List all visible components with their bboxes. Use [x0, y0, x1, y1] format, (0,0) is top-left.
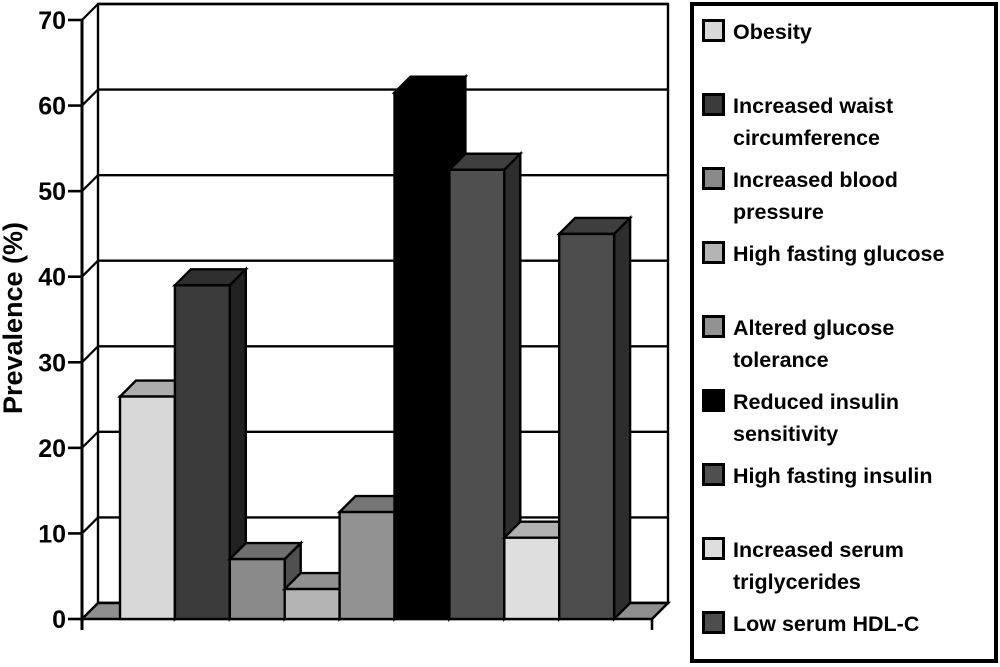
bar-front-increased-blood-pressure	[228, 557, 286, 621]
legend-item-low-serum-hdl-c: Low serum HDL-C	[702, 608, 919, 640]
y-tick-label-20: 20	[38, 435, 66, 463]
bar-front-reduced-insulin-sensitivity	[393, 91, 451, 621]
legend-item-reduced-insulin-sensitivity: Reduced insulin sensitivity	[702, 386, 899, 450]
y-tick-connector-60	[81, 88, 99, 107]
y-tick-connector-40	[81, 259, 99, 278]
legend-label-low-serum-hdl-c: Low serum HDL-C	[733, 612, 920, 636]
y-axis-title: Prevalence (%)	[0, 222, 28, 414]
legend-label-increased-blood-pressure: Increased blood pressure	[733, 168, 898, 224]
y-tick-connector-50	[81, 174, 99, 192]
legend-item-high-fasting-glucose: High fasting glucose	[702, 238, 944, 270]
y-tick-label-30: 30	[38, 349, 66, 377]
y-tick-connector-70	[81, 3, 99, 21]
axis-layer: 0 10 20 30 40 50 60 70	[38, 3, 654, 634]
legend-swatch-reduced-insulin-sensitivity	[702, 389, 725, 412]
legend-label-increased-serum-triglycerides: Increased serum triglycerides	[733, 538, 904, 594]
legend-swatch-high-fasting-insulin	[702, 463, 725, 486]
bar-front-increased-waist-circumference	[173, 284, 231, 621]
legend-item-increased-serum-triglycerides: Increased serum triglycerides	[702, 534, 904, 598]
y-tick-label-10: 10	[38, 520, 66, 548]
legend-label-high-fasting-insulin: High fasting insulin	[733, 464, 933, 488]
bar-increased-waist-circumference	[172, 266, 249, 622]
bar-low-serum-hdl-c	[556, 215, 633, 622]
legend-item-increased-waist-circumference: Increased waist circumference	[702, 90, 893, 154]
bar-front-high-fasting-glucose	[283, 587, 341, 621]
bars-layer	[117, 73, 633, 622]
legend: Obesity Increased waist circumference Incre…	[690, 2, 998, 663]
bar-front-increased-serum-triglycerides	[503, 536, 561, 621]
prevalence-chart: 0 10 20 30 40 50 60 70 Prevalence (%)	[0, 2, 672, 634]
y-tick-label-40: 40	[38, 264, 66, 292]
legend-item-high-fasting-insulin: High fasting insulin	[702, 460, 932, 492]
legend-label-high-fasting-glucose: High fasting glucose	[733, 242, 945, 266]
bar-front-low-serum-hdl-c	[558, 232, 616, 621]
legend-swatch-obesity	[702, 19, 725, 42]
y-tick-connector-0	[81, 602, 99, 620]
y-tick-connector-30	[81, 345, 99, 364]
bar-side-low-serum-hdl-c	[612, 215, 632, 622]
y-tick-label-70: 70	[38, 7, 66, 35]
legend-label-obesity: Obesity	[733, 20, 812, 44]
bar-front-obesity	[118, 395, 177, 621]
legend-swatch-altered-glucose-tolerance	[702, 315, 725, 338]
bar-front-altered-glucose-tolerance	[338, 510, 396, 621]
legend-swatch-increased-waist-circumference	[702, 93, 725, 116]
y-tick-connector-10	[81, 516, 99, 535]
legend-label-altered-glucose-tolerance: Altered glucose tolerance	[733, 316, 895, 372]
legend-item-increased-blood-pressure: Increased blood pressure	[702, 164, 898, 228]
legend-label-reduced-insulin-sensitivity: Reduced insulin sensitivity	[733, 390, 900, 446]
legend-item-altered-glucose-tolerance: Altered glucose tolerance	[702, 312, 894, 376]
legend-label-increased-waist-circumference: Increased waist circumference	[733, 94, 894, 150]
legend-item-obesity: Obesity	[702, 16, 812, 48]
legend-swatch-increased-blood-pressure	[702, 167, 725, 190]
y-tick-label-60: 60	[38, 93, 66, 121]
y-tick-label-0: 0	[52, 606, 66, 634]
bar-increased-blood-pressure	[226, 540, 304, 622]
legend-swatch-increased-serum-triglycerides	[702, 537, 725, 560]
bar-front-high-fasting-insulin	[448, 168, 506, 621]
y-tick-label-50: 50	[38, 178, 66, 206]
legend-swatch-low-serum-hdl-c	[702, 611, 725, 634]
y-tick-connector-20	[81, 431, 99, 449]
legend-swatch-high-fasting-glucose	[702, 241, 725, 264]
